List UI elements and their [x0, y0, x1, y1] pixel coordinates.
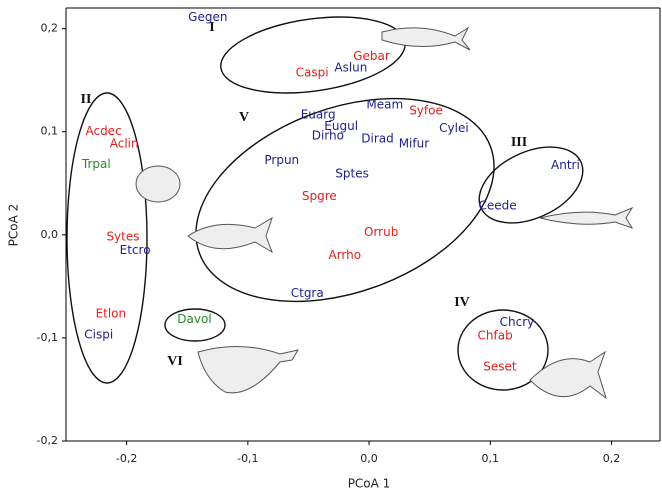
point-label: Davol — [177, 312, 211, 326]
point-label: Trpal — [81, 157, 111, 171]
point-label: Gegen — [188, 10, 227, 24]
x-tick-label: 0,1 — [482, 452, 500, 465]
point-label: Sptes — [335, 166, 369, 180]
y-tick-label: 0,2 — [41, 22, 59, 35]
cluster-label: VI — [167, 354, 183, 369]
x-tick-label: 0,2 — [603, 452, 621, 465]
point-label: Meam — [366, 97, 403, 111]
y-tick-label: 0,1 — [41, 125, 59, 138]
y-axis-label: PCoA 2 — [7, 204, 21, 247]
point-label: Mifur — [399, 137, 430, 151]
cluster-label: IV — [454, 295, 470, 310]
fish-icon — [382, 28, 470, 50]
point-label: Aclin — [110, 137, 139, 151]
chart: PCoA 1 PCoA 2 -0,2 -0,1 0,0 0,1 0,2 -0,2 -0,1 0… — [0, 0, 662, 494]
cluster-label: III — [511, 135, 527, 150]
point-label: Syfoe — [409, 104, 443, 118]
point-label: Prpun — [264, 153, 299, 167]
point-label: Dirho — [312, 128, 344, 142]
x-tick-label: -0,1 — [237, 452, 258, 465]
point-label: Etcro — [120, 243, 151, 257]
point-label: Caspi — [296, 65, 329, 79]
point-label: Orrub — [364, 225, 398, 239]
cluster-label: V — [239, 110, 249, 125]
point-label: Antri — [551, 158, 580, 172]
x-tick-label: 0,0 — [360, 452, 378, 465]
fish-icon — [188, 218, 272, 252]
point-label: Sytes — [106, 229, 139, 243]
point-label: Chcry — [500, 315, 535, 329]
point-label: Etlon — [96, 307, 127, 321]
fish-icon — [136, 166, 180, 202]
point-label: Aslun — [334, 60, 367, 74]
point-label: Dirad — [361, 131, 393, 145]
point-label: Arrho — [329, 248, 362, 262]
x-tick-label: -0,2 — [116, 452, 137, 465]
y-tick-label: -0,2 — [37, 434, 58, 447]
point-label: Cylei — [439, 121, 469, 135]
point-label: Seset — [483, 359, 517, 373]
cluster-label: II — [81, 92, 92, 107]
cluster-label: I — [209, 20, 214, 35]
y-tick-label: 0,0 — [41, 228, 59, 241]
fish-illustrations — [136, 28, 632, 398]
point-label: Cispi — [84, 327, 113, 341]
point-label: Ctgra — [291, 286, 324, 300]
point-label: Ceede — [478, 198, 516, 212]
fish-icon — [530, 352, 606, 398]
point-label: Spgre — [302, 189, 337, 203]
fish-icon — [198, 346, 298, 392]
x-axis-label: PCoA 1 — [348, 477, 391, 491]
y-tick-label: -0,1 — [37, 331, 58, 344]
point-label: Chfab — [478, 328, 513, 342]
